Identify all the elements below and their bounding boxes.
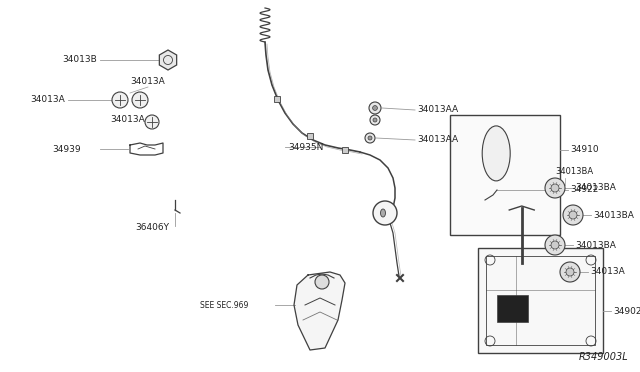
Text: 34013A: 34013A xyxy=(30,96,65,105)
Polygon shape xyxy=(159,50,177,70)
Circle shape xyxy=(370,115,380,125)
Text: 34013BA: 34013BA xyxy=(593,211,634,219)
Circle shape xyxy=(560,262,580,282)
Text: 34013B: 34013B xyxy=(62,55,97,64)
Circle shape xyxy=(551,241,559,249)
Text: 34013A: 34013A xyxy=(590,267,625,276)
Circle shape xyxy=(566,268,574,276)
Text: 34013AA: 34013AA xyxy=(417,135,458,144)
Circle shape xyxy=(551,184,559,192)
Circle shape xyxy=(545,235,565,255)
Text: 34013AA: 34013AA xyxy=(417,106,458,115)
Text: 34922: 34922 xyxy=(570,186,598,195)
Text: R349003L: R349003L xyxy=(579,352,628,362)
Text: 34013A: 34013A xyxy=(130,77,164,87)
Bar xyxy=(307,133,313,139)
Text: 36406Y: 36406Y xyxy=(135,222,169,231)
Text: 34935N: 34935N xyxy=(288,142,323,151)
Circle shape xyxy=(145,115,159,129)
Circle shape xyxy=(372,106,378,110)
Circle shape xyxy=(112,92,128,108)
Text: SEE SEC.969: SEE SEC.969 xyxy=(200,301,248,310)
Text: 34013A: 34013A xyxy=(110,115,145,125)
Bar xyxy=(478,248,603,353)
Text: 34013BA: 34013BA xyxy=(575,183,616,192)
Circle shape xyxy=(368,136,372,140)
Text: 34013BA: 34013BA xyxy=(575,241,616,250)
Circle shape xyxy=(315,275,329,289)
Bar xyxy=(342,147,348,153)
Ellipse shape xyxy=(381,209,385,217)
Text: 34013BA: 34013BA xyxy=(555,167,593,176)
Ellipse shape xyxy=(482,126,510,181)
Circle shape xyxy=(373,118,377,122)
Bar xyxy=(274,96,280,102)
Circle shape xyxy=(369,102,381,114)
Bar xyxy=(486,256,595,345)
Bar xyxy=(497,295,528,321)
Text: 34910: 34910 xyxy=(570,145,598,154)
Circle shape xyxy=(373,201,397,225)
Bar xyxy=(450,115,560,235)
Circle shape xyxy=(563,205,583,225)
Text: 34902: 34902 xyxy=(613,307,640,315)
Circle shape xyxy=(365,133,375,143)
Polygon shape xyxy=(294,272,345,350)
Circle shape xyxy=(569,211,577,219)
Text: 34939: 34939 xyxy=(52,144,81,154)
Circle shape xyxy=(132,92,148,108)
Circle shape xyxy=(545,178,565,198)
